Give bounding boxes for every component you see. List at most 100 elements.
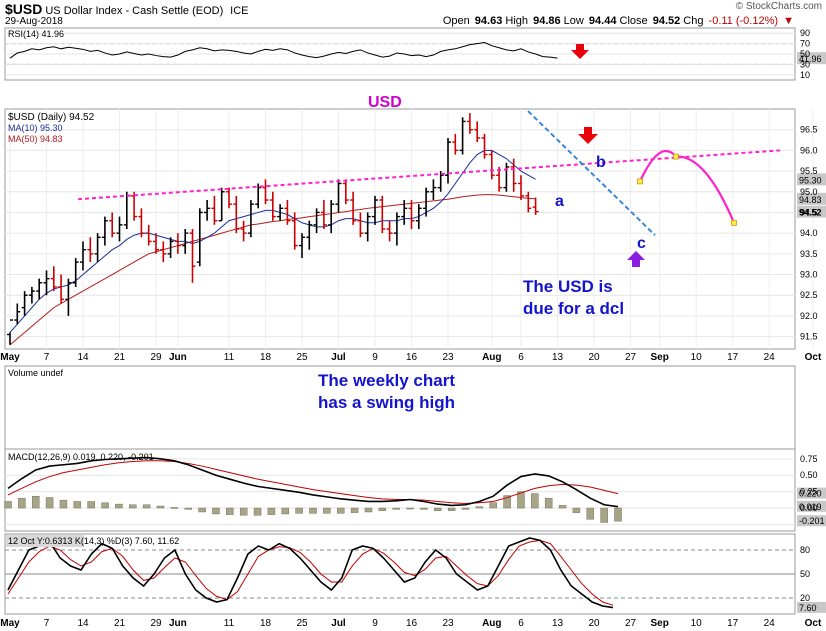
x-tick-bottom-8: 25 — [296, 618, 308, 629]
x-tick-bottom-0: May — [0, 618, 20, 629]
macd-hist-bar — [544, 497, 553, 509]
macd-hist-bar — [364, 507, 373, 513]
macd-hist-bar — [212, 507, 220, 515]
price-tick-92.5: 92.5 — [800, 290, 818, 300]
x-tick-9: Jul — [331, 352, 346, 363]
symbol: $USD — [5, 1, 43, 17]
x-tick-bottom-21: 24 — [764, 618, 776, 629]
close-label: Close — [619, 15, 648, 27]
price-tick-92: 92.0 — [800, 311, 818, 321]
x-tick-bottom-13: Aug — [482, 618, 501, 629]
rsi-value-tag — [797, 52, 826, 65]
macd-hist-bar — [184, 507, 192, 510]
stoch-tick-80: 80 — [800, 545, 810, 555]
high-label: High — [505, 15, 529, 27]
macd-tag-bg — [797, 487, 826, 499]
x-tick-bottom-1: 7 — [44, 618, 50, 629]
macd-hist-bar — [475, 506, 484, 509]
wave-c-label: c — [637, 235, 646, 252]
projected-point-0 — [637, 178, 643, 185]
macd-hist-bar — [614, 507, 622, 522]
x-tick-3: 21 — [114, 352, 126, 363]
price-tick-93: 93.0 — [800, 270, 818, 280]
red-arrow-price — [578, 127, 598, 144]
x-tick-12: 23 — [442, 352, 454, 363]
stoch-title: 12 Oct Y:0.6313 K(14,3) %D(3) 7.60, 11.6… — [8, 536, 179, 546]
macd-hist-bar — [267, 507, 276, 515]
price-tick-95: 95.0 — [800, 187, 818, 197]
price-tick-93.5: 93.5 — [800, 249, 818, 259]
macd-hist-bar — [115, 503, 123, 509]
x-tick-bottom-20: 17 — [727, 618, 739, 629]
x-tick-2: 14 — [77, 352, 89, 363]
dropdown-icon[interactable]: ▼ — [783, 15, 794, 27]
due-text-line1: The USD is — [523, 277, 613, 296]
macd-hist-bar — [101, 502, 109, 509]
rsi-tick-70: 70 — [800, 39, 810, 49]
x-tick-8: 25 — [296, 352, 308, 363]
macd-hist-bar — [170, 507, 179, 509]
macd-hist-bar — [434, 507, 442, 511]
macd-hist-bar — [156, 505, 165, 509]
wave-a-label: a — [555, 193, 564, 210]
copyright: © StockCharts.com — [735, 1, 822, 12]
macd-hist-bar — [558, 505, 567, 509]
panel-frame-vol — [4, 365, 796, 450]
chart-header: $USD US Dollar Index - Cash Settle (EOD) … — [0, 0, 826, 28]
price-tick-96: 96.0 — [800, 145, 818, 155]
price-tick-94.5: 94.5 — [800, 207, 818, 217]
x-tick-11: 16 — [406, 352, 418, 363]
x-tick-21: 24 — [764, 352, 776, 363]
usd-label: USD — [368, 94, 402, 111]
open-value: 94.63 — [474, 15, 503, 27]
x-tick-20: 17 — [727, 352, 739, 363]
rsi-title: RSI(14) 41.96 — [8, 29, 64, 39]
price-tag-bg — [797, 205, 826, 218]
panel-frame-price — [4, 108, 796, 350]
price-title: $USD (Daily) 94.52 — [8, 112, 95, 123]
x-tick-bottom-12: 23 — [442, 618, 454, 629]
macd-hist-bar — [239, 507, 248, 516]
x-tick-17: 27 — [625, 352, 637, 363]
macd-hist-bar — [281, 507, 290, 515]
macd-hist-bar — [226, 507, 234, 515]
macd-tag-0: 0.220 — [799, 489, 822, 499]
stoch-tag: 7.60 — [799, 603, 817, 613]
wave-b-label: b — [596, 154, 606, 171]
macd-hist-bar — [461, 507, 470, 510]
x-tick-bottom-10: 9 — [372, 618, 378, 629]
price-tag-bg — [797, 192, 826, 205]
ohlc-readout: Open 94.63 High 94.86 Low 94.44 Close 94… — [443, 15, 796, 27]
x-tick-bottom-3: 21 — [114, 618, 126, 629]
x-tick-16: 20 — [588, 352, 600, 363]
projected-point-1 — [673, 153, 679, 160]
x-tick-bottom-18: Sep — [651, 618, 669, 629]
macd-hist-bar — [18, 497, 26, 509]
x-tick-1: 7 — [44, 352, 50, 363]
volume-title: Volume undef — [8, 368, 64, 378]
macd-line — [7, 456, 619, 508]
x-tick-bottom-2: 14 — [77, 618, 89, 629]
x-tick-5: Jun — [169, 352, 187, 363]
stoch-k-line — [7, 537, 614, 609]
x-tick-4: 29 — [150, 352, 162, 363]
red-arrow-rsi — [571, 44, 589, 59]
macd-hist-bar — [447, 507, 456, 511]
macd-signal-line — [7, 460, 619, 504]
rsi-value-label: 41.96 — [799, 54, 822, 64]
macd-hist-bar — [406, 507, 414, 510]
price-tick-96.5: 96.5 — [800, 125, 818, 135]
price-tag-1: 94.83 — [799, 195, 822, 205]
open-label: Open — [442, 15, 470, 27]
x-tick-22: Oct — [805, 352, 822, 363]
projected-point-2 — [731, 219, 737, 226]
x-tick-bottom-22: Oct — [805, 618, 822, 629]
macd-hist-bar — [572, 507, 581, 513]
rsi-tick-90: 90 — [800, 28, 810, 38]
macd-hist-bar — [378, 507, 387, 511]
price-tag-0: 95.30 — [799, 175, 822, 185]
macd-tick-3: 0.50 — [800, 470, 818, 480]
macd-hist-bar — [489, 502, 497, 509]
